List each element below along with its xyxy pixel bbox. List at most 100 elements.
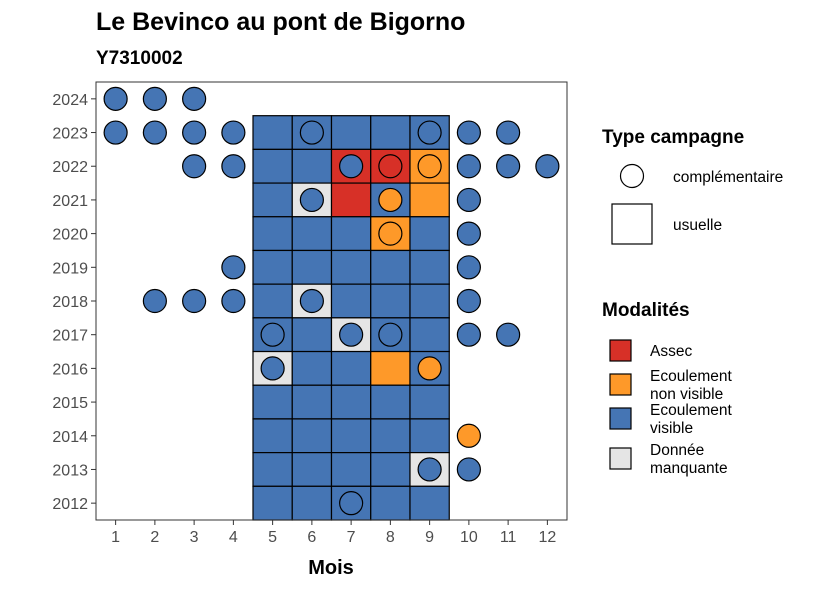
- point-2016-5: [260, 356, 285, 381]
- y-tick-label-2021: 2021: [52, 193, 88, 210]
- x-tick-label-1: 1: [111, 529, 120, 546]
- legend-label-line: manquante: [650, 460, 728, 477]
- tile-2012-5: [252, 485, 293, 521]
- point-2022-12: [535, 154, 560, 179]
- legend-label-assec: Assec: [650, 343, 692, 360]
- point-2022-10: [456, 154, 481, 179]
- point-2018-10: [456, 288, 481, 314]
- tile-2015-6: [291, 384, 333, 420]
- tile-2013-8: [370, 452, 411, 487]
- point-2023-3: [182, 120, 207, 145]
- legend-label-line: Assec: [650, 343, 692, 360]
- y-tick-label-2013: 2013: [52, 462, 88, 479]
- point-2022-11: [496, 154, 521, 179]
- tile-2015-8: [370, 384, 411, 420]
- tile-2015-7: [330, 384, 372, 420]
- legend-label-line: non visible: [650, 386, 723, 403]
- x-tick-label-5: 5: [268, 529, 277, 546]
- y-tick-label-2019: 2019: [52, 260, 88, 277]
- x-axis-label: Mois: [308, 557, 354, 579]
- x-tick-label-10: 10: [460, 529, 478, 546]
- y-tick-label-2018: 2018: [52, 294, 88, 311]
- tile-2020-7: [330, 216, 372, 252]
- point-2022-8: [378, 154, 403, 179]
- tile-2017-9: [409, 317, 450, 353]
- tile-2015-9: [409, 384, 450, 420]
- plot-area: [95, 81, 568, 521]
- y-tick-label-2016: 2016: [52, 361, 88, 378]
- x-tick-label-2: 2: [150, 529, 159, 546]
- legend-label-line: Ecoulement: [650, 368, 733, 385]
- tile-2021-9: [409, 182, 450, 218]
- tile-2012-8: [370, 485, 411, 521]
- legend-key-nonvisible: [609, 373, 632, 396]
- tile-2018-8: [370, 283, 411, 319]
- tile-2014-8: [370, 418, 411, 454]
- point-2018-4: [221, 288, 246, 314]
- tile-2012-6: [291, 485, 333, 521]
- tile-2022-5: [252, 148, 293, 184]
- legend-key-manquante: [609, 447, 632, 470]
- tile-2020-5: [252, 216, 293, 252]
- x-tick-label-6: 6: [307, 529, 316, 546]
- point-2023-11: [496, 120, 521, 145]
- x-tick-label-9: 9: [425, 529, 434, 546]
- legend-label-line: visible: [650, 420, 693, 437]
- tile-2020-9: [409, 216, 450, 252]
- tile-2018-7: [330, 283, 372, 319]
- point-2017-5: [260, 322, 285, 347]
- tile-2014-5: [252, 418, 293, 454]
- tile-2019-6: [291, 249, 333, 285]
- tile-2016-7: [330, 350, 372, 386]
- point-2017-10: [456, 322, 481, 347]
- tile-2015-5: [252, 384, 293, 420]
- legend-key-complementaire: [619, 163, 645, 189]
- point-2024-2: [142, 86, 167, 111]
- point-2017-8: [378, 322, 403, 347]
- y-tick-label-2024: 2024: [52, 92, 88, 109]
- point-2024-1: [103, 86, 128, 111]
- tile-2012-9: [409, 485, 450, 521]
- point-2022-4: [221, 154, 246, 179]
- tile-2013-5: [252, 452, 293, 487]
- point-2012-7: [339, 491, 364, 516]
- chart-subtitle: Y7310002: [96, 48, 183, 69]
- x-tick-label-11: 11: [500, 529, 517, 546]
- tile-2018-5: [252, 283, 293, 319]
- legend-label-complementaire: complémentaire: [673, 169, 783, 186]
- legend-label-line: Donnée: [650, 442, 704, 459]
- point-2020-8: [378, 221, 403, 246]
- point-2017-11: [496, 322, 521, 347]
- legend-label-nonvisible: Ecoulement non visible: [650, 368, 733, 403]
- tile-2016-8: [370, 350, 411, 386]
- point-2023-9: [417, 120, 442, 145]
- point-2017-7: [339, 322, 364, 347]
- tile-2016-6: [291, 350, 333, 386]
- point-2024-3: [182, 86, 207, 111]
- tile-2023-8: [370, 115, 411, 150]
- tile-2019-9: [409, 249, 450, 285]
- x-axis: 1 2 3 4 5 6 7 8 9 10 11 12: [111, 520, 556, 546]
- tile-2023-5: [252, 115, 293, 150]
- point-2023-10: [456, 120, 481, 145]
- legend-label-manquante: Donnée manquante: [650, 442, 728, 477]
- tile-2014-9: [409, 418, 450, 454]
- y-tick-label-2015: 2015: [52, 395, 88, 412]
- point-2019-10: [456, 255, 481, 280]
- tile-2022-6: [291, 148, 333, 184]
- tile-2019-8: [370, 249, 411, 285]
- y-tick-label-2022: 2022: [52, 159, 88, 176]
- legend-type-title: Type campagne: [602, 127, 744, 148]
- tile-2021-5: [252, 182, 293, 218]
- y-axis: 2012 2013 2014 2015 2016 2017 2018 2019 2020 2021…: [52, 92, 96, 513]
- legend-label-usuelle: usuelle: [673, 217, 722, 234]
- point-2022-3: [182, 154, 207, 179]
- point-2013-9: [417, 457, 442, 482]
- tile-2014-6: [291, 418, 333, 454]
- legend-modalites-title: Modalités: [602, 300, 690, 321]
- x-tick-label-12: 12: [538, 529, 556, 546]
- point-2014-10: [456, 423, 481, 448]
- point-2018-3: [182, 288, 207, 314]
- point-2022-7: [339, 154, 364, 179]
- y-tick-label-2017: 2017: [52, 328, 88, 345]
